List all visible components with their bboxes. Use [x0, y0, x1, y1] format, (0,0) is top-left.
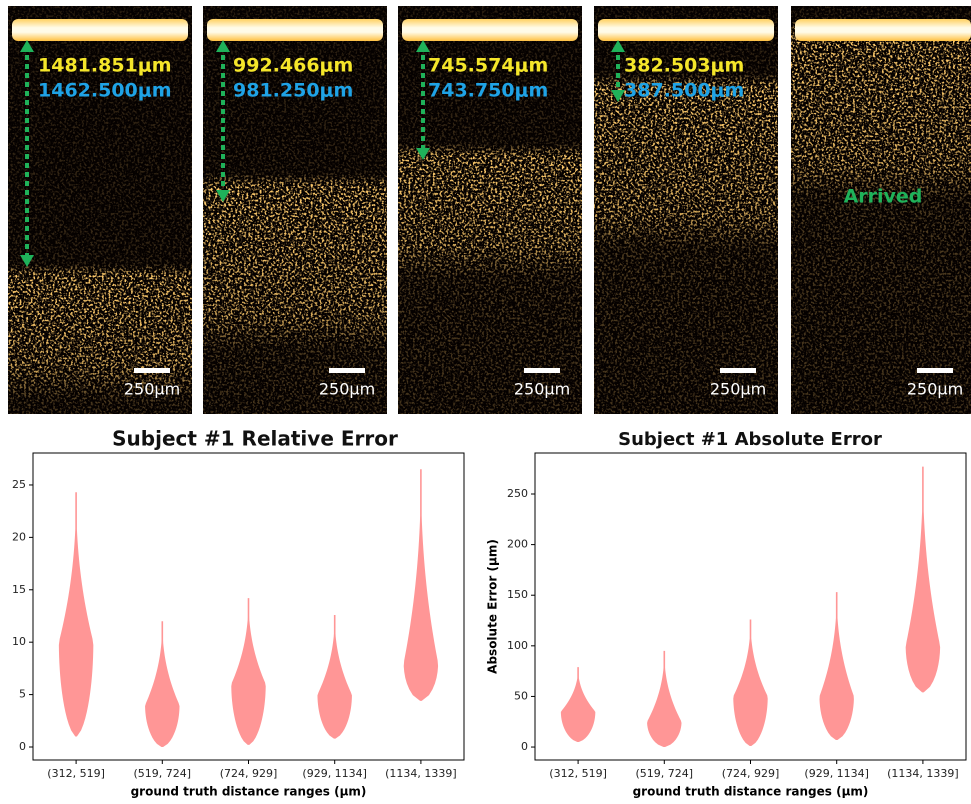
speckle	[791, 6, 971, 414]
image-panel: Arrived 250μm	[791, 6, 971, 414]
scale-label: 250μm	[710, 380, 766, 399]
violin	[733, 619, 768, 747]
speckle	[203, 6, 387, 414]
ground-truth-distance: 981.250μm	[233, 80, 353, 102]
x-tick-label: (312, 519]	[549, 767, 607, 780]
surface-reflection	[207, 19, 383, 41]
x-tick-label: (312, 519]	[47, 767, 105, 780]
violin	[819, 592, 854, 740]
violin	[905, 466, 941, 693]
y-tick-label: 15	[12, 583, 26, 596]
y-tick-label: 50	[514, 689, 528, 702]
plot-frame	[32, 452, 465, 761]
violin	[403, 469, 439, 701]
violin	[647, 650, 682, 748]
y-axis-label: Absolute Error (μm)	[486, 539, 500, 674]
measured-distance: 745.574μm	[428, 55, 548, 77]
scale-bar	[917, 368, 953, 373]
chart-title: Subject #1 Relative Error	[112, 427, 398, 451]
x-tick-label: (519, 724]	[636, 767, 694, 780]
arrow-head	[216, 40, 230, 52]
chart-title: Subject #1 Absolute Error	[618, 429, 882, 450]
x-tick-label: (1134, 1339]	[887, 767, 959, 780]
y-tick-label: 20	[12, 530, 26, 543]
measured-distance: 992.466μm	[233, 55, 353, 77]
image-panels: 1481.851μm 1462.500μm 250μm 992.466μm 981.25…	[8, 6, 971, 414]
arrow-head	[416, 40, 430, 52]
x-axis-label: ground truth distance ranges (μm)	[633, 785, 869, 799]
violin-chart: Subject #1 Relative Error 0 5 10 15 20 25 (312,…	[12, 427, 465, 799]
plot-frame	[534, 452, 967, 761]
x-tick-label: (1134, 1339]	[385, 767, 457, 780]
arrow-head	[611, 40, 625, 52]
x-tick-label: (724, 929]	[722, 767, 780, 780]
ground-truth-distance: 387.500μm	[624, 80, 744, 102]
x-axis-label: ground truth distance ranges (μm)	[131, 785, 367, 799]
violin	[58, 492, 94, 737]
y-tick-label: 100	[507, 639, 528, 652]
y-tick-label: 250	[507, 487, 528, 500]
y-tick-label: 25	[12, 478, 26, 491]
scale-bar	[720, 368, 756, 373]
charts: Subject #1 Relative Error 0 5 10 15 20 25 (312,…	[12, 427, 967, 799]
scale-label: 250μm	[907, 380, 963, 399]
surface-reflection	[598, 19, 774, 41]
ground-truth-distance: 743.750μm	[428, 80, 548, 102]
surface-reflection	[402, 19, 578, 41]
arrow-head	[216, 190, 230, 202]
image-panel: 992.466μm 981.250μm 250μm	[203, 6, 387, 414]
speckle	[398, 6, 582, 414]
scale-bar	[329, 368, 365, 373]
y-tick-label: 5	[19, 688, 26, 701]
ground-truth-distance: 1462.500μm	[38, 80, 172, 102]
x-tick-label: (929, 1134]	[302, 767, 367, 780]
speckle	[8, 6, 192, 414]
scale-label: 250μm	[319, 380, 375, 399]
y-tick-label: 0	[19, 740, 26, 753]
x-tick-label: (519, 724]	[134, 767, 192, 780]
violin	[560, 667, 596, 742]
y-tick-label: 10	[12, 635, 26, 648]
scale-label: 250μm	[124, 380, 180, 399]
y-tick-label: 200	[507, 538, 528, 551]
surface-reflection	[795, 19, 971, 41]
image-panel: 382.503μm 387.500μm 250μm	[594, 6, 778, 414]
scale-bar	[134, 368, 170, 373]
arrow-head	[611, 90, 625, 102]
y-tick-label: 150	[507, 588, 528, 601]
arrow-head	[416, 148, 430, 160]
measured-distance: 1481.851μm	[38, 55, 172, 77]
arrow-head	[20, 255, 34, 267]
violin	[317, 614, 352, 739]
surface-reflection	[12, 19, 188, 41]
x-tick-label: (929, 1134]	[804, 767, 869, 780]
scale-label: 250μm	[514, 380, 570, 399]
measured-distance: 382.503μm	[624, 55, 744, 77]
status-label: Arrived	[844, 186, 923, 208]
scale-bar	[524, 368, 560, 373]
arrow-head	[20, 40, 34, 52]
y-tick-label: 0	[521, 740, 528, 753]
violin	[145, 621, 180, 748]
x-tick-label: (724, 929]	[220, 767, 278, 780]
image-panel: 1481.851μm 1462.500μm 250μm	[8, 6, 192, 414]
image-panel: 745.574μm 743.750μm 250μm	[398, 6, 582, 414]
speckle	[594, 6, 778, 414]
violin	[231, 598, 266, 745]
violin-chart: Subject #1 Absolute Error 0 50 100 150 200 250…	[486, 429, 967, 799]
